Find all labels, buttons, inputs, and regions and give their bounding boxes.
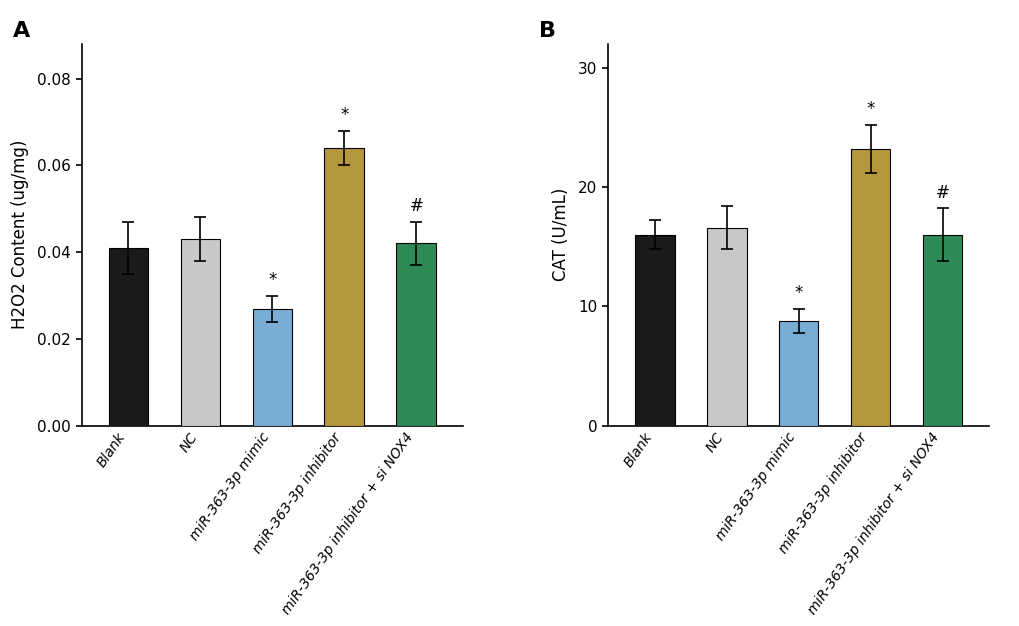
Bar (396, 244, 435, 426)
Y-axis label: H2O2 Content (ug/mg): H2O2 Content (ug/mg) (11, 140, 29, 329)
Text: #: # (409, 197, 423, 215)
Text: A: A (13, 21, 31, 41)
Text: *: * (794, 284, 802, 302)
Text: B: B (539, 21, 555, 41)
Bar (324, 148, 364, 426)
Y-axis label: CAT (U/mL): CAT (U/mL) (551, 188, 570, 282)
Bar (253, 309, 291, 426)
Bar (180, 239, 220, 426)
Bar (779, 321, 817, 426)
Text: #: # (934, 183, 949, 202)
Text: *: * (268, 270, 276, 289)
Bar (706, 228, 746, 426)
Bar (850, 149, 890, 426)
Text: *: * (865, 100, 874, 118)
Bar (108, 248, 148, 426)
Text: *: * (339, 106, 348, 124)
Bar (635, 235, 674, 426)
Bar (922, 235, 962, 426)
